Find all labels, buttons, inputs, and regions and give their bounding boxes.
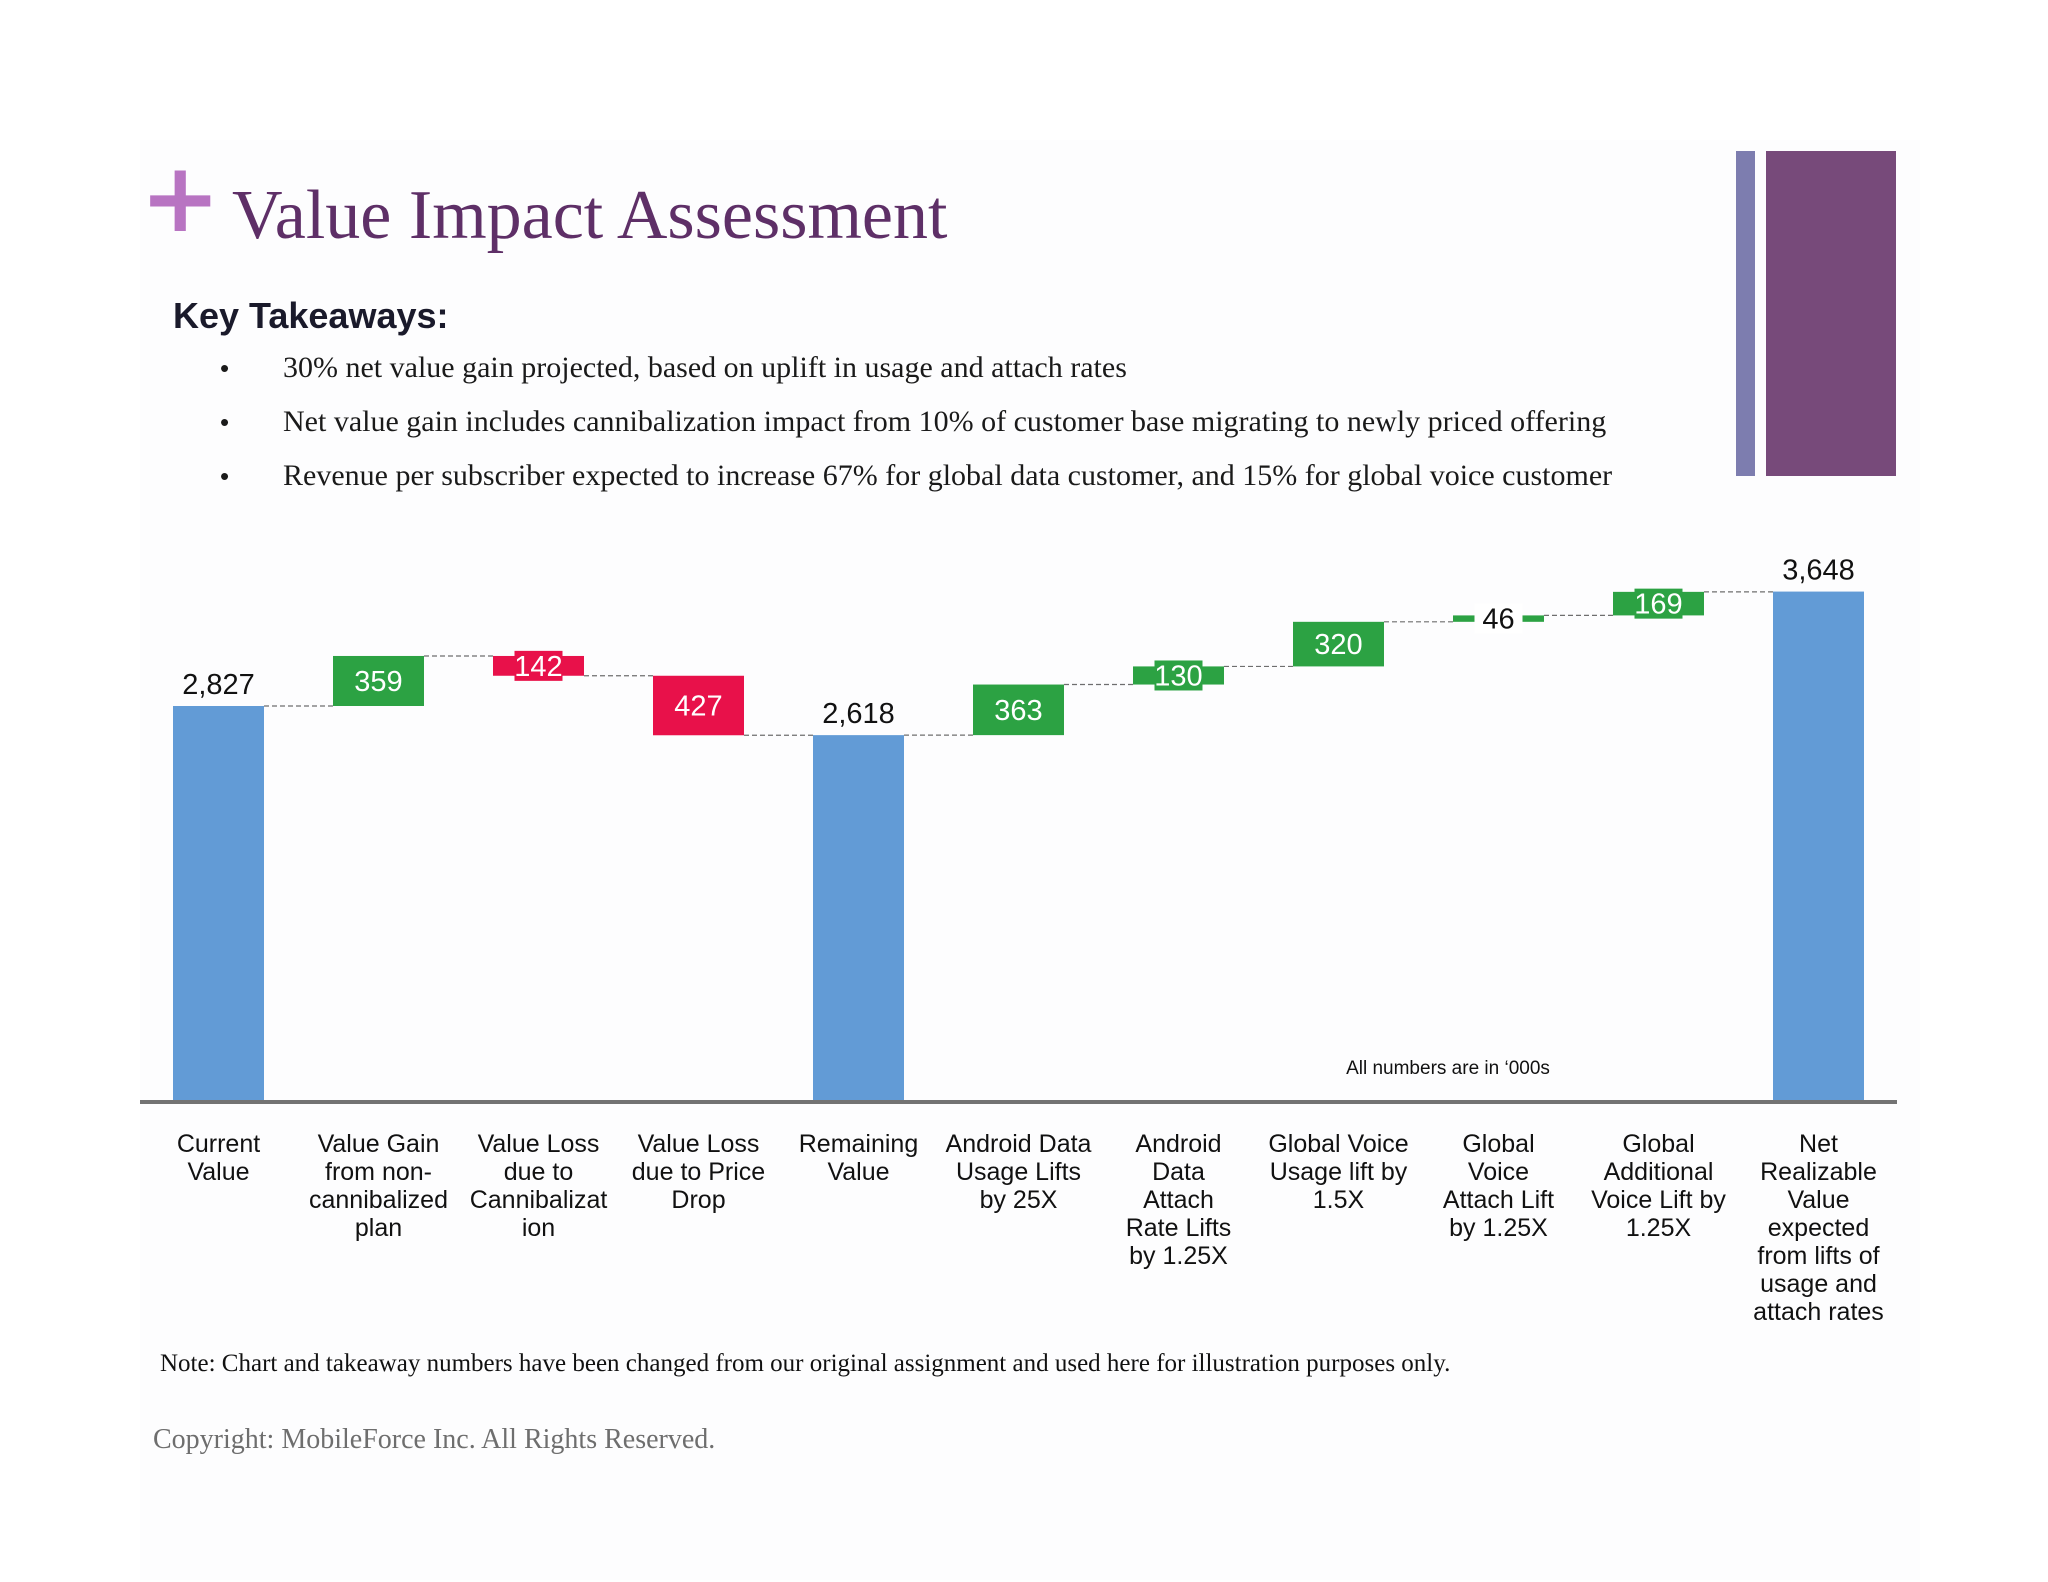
bullet-icon: • — [220, 353, 230, 383]
x-tick-label: Android Data Attach Rate Lifts by 1.25X — [1126, 1130, 1232, 1270]
x-tick-label: Net Realizable Value expected from lifts of u… — [1753, 1130, 1884, 1326]
bar — [653, 675, 744, 736]
x-tick-label: Android Data Usage Lifts by 25X — [946, 1130, 1092, 1214]
bar — [333, 655, 424, 706]
data-label: 169 — [1634, 589, 1682, 621]
data-label: 427 — [674, 691, 722, 723]
data-label: 130 — [1154, 660, 1202, 692]
takeaway-text: Net value gain includes cannibalization … — [283, 405, 1607, 438]
plus-icon: + — [140, 142, 221, 254]
x-tick-label: Value Loss due to Cannibalizat ion — [470, 1130, 608, 1242]
data-label: 142 — [514, 651, 562, 683]
takeaway-list: • 30% net value gain projected, based on… — [220, 350, 1680, 494]
data-label: 359 — [354, 666, 402, 698]
data-label-backing — [1634, 588, 1683, 619]
x-tick-label: Remaining Value — [799, 1130, 919, 1186]
takeaway-text: Revenue per subscriber expected to incre… — [283, 459, 1613, 492]
data-label: 2,827 — [182, 669, 255, 701]
x-tick-label: Current Value — [177, 1130, 260, 1186]
data-label: 363 — [994, 695, 1042, 727]
takeaway-item: • 30% net value gain projected, based on… — [220, 350, 1680, 386]
data-label-backing — [1154, 660, 1203, 691]
data-label-backing — [1474, 603, 1523, 634]
takeaway-text: 30% net value gain projected, based on u… — [283, 351, 1127, 384]
takeaway-item: • Revenue per subscriber expected to inc… — [220, 458, 1680, 494]
x-tick-label: Global Additional Voice Lift by 1.25X — [1591, 1130, 1726, 1242]
data-label: 320 — [1314, 629, 1362, 661]
data-label-backing — [514, 650, 563, 681]
copyright-text: Copyright: MobileForce Inc. All Rights R… — [153, 1424, 716, 1455]
key-takeaways-heading: Key Takeaways: — [173, 295, 449, 336]
chart-annotation: All numbers are in ‘000s — [1346, 1058, 1550, 1079]
x-tick-label: Global Voice Usage lift by 1.5X — [1268, 1130, 1408, 1214]
bullet-icon: • — [220, 461, 230, 491]
x-tick-label: Global Voice Attach Lift by 1.25X — [1443, 1130, 1554, 1242]
accent-bar-thin — [1736, 151, 1755, 476]
bar — [813, 735, 904, 1100]
bar — [973, 684, 1064, 736]
page-title: Value Impact Assessment — [232, 177, 948, 254]
bar — [1293, 621, 1384, 667]
x-tick-label: Value Loss due to Price Drop — [632, 1130, 765, 1214]
data-label: 3,648 — [1782, 555, 1855, 587]
bullet-icon: • — [220, 407, 230, 437]
bar — [173, 706, 264, 1100]
accent-bar-wide — [1766, 151, 1896, 476]
footnote: Note: Chart and takeaway numbers have be… — [160, 1350, 1451, 1377]
slide-background — [140, 140, 1920, 1580]
data-label: 46 — [1482, 604, 1514, 636]
takeaway-item: • Net value gain includes cannibalizatio… — [220, 404, 1680, 440]
bar — [1773, 591, 1864, 1100]
x-tick-label: Value Gain from non-cannibalized plan — [309, 1130, 448, 1242]
data-label: 2,618 — [822, 698, 895, 730]
